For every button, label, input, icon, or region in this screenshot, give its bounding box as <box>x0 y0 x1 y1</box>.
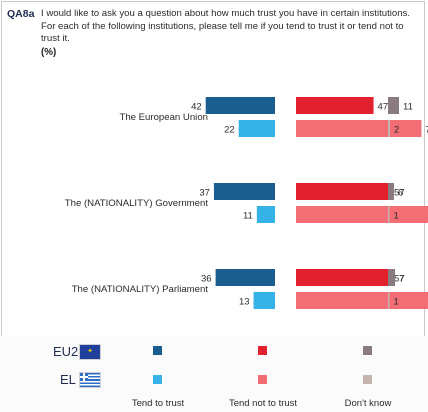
value-label-el-trust: 22 <box>224 125 235 136</box>
value-label-eu28-not-trust: 47 <box>378 102 389 113</box>
value-label-el-not-trust: 76 <box>425 125 428 136</box>
value-label-eu28-trust: 42 <box>191 102 202 113</box>
value-label-eu28-dont-know: 11 <box>403 102 413 113</box>
value-label-eu28-trust: 37 <box>199 188 210 199</box>
value-label-el-trust: 11 <box>243 211 253 222</box>
value-label-eu28-not-trust: 57 <box>394 188 405 199</box>
bar-el-dont-know <box>388 120 390 137</box>
bar-el-trust <box>256 206 275 223</box>
legend-label-not-trust: Tend not to trust <box>228 398 298 409</box>
legend-row-el: EL <box>60 372 76 387</box>
question-text: I would like to ask you a question about… <box>41 8 411 44</box>
value-label-eu28-dont-know: 7 <box>399 274 404 285</box>
swatch-eu28-dont-know <box>363 346 372 355</box>
value-label-eu28-trust: 36 <box>201 274 212 285</box>
value-label-el-dont-know: 1 <box>394 211 399 222</box>
swatch-eu28-not-trust <box>258 346 267 355</box>
bar-el-not-trust <box>296 206 428 223</box>
swatch-eu28-trust <box>153 346 162 355</box>
value-label-eu28-dont-know: 6 <box>398 188 403 199</box>
value-label-el-dont-know: 1 <box>394 297 399 308</box>
category-label: The (NATIONALITY) Parliament <box>72 284 209 295</box>
bar-eu28-not-trust <box>296 97 374 114</box>
bar-eu28-trust <box>205 97 275 114</box>
bar-eu28-dont-know <box>388 183 394 200</box>
bar-el-not-trust <box>296 120 422 137</box>
bar-el-trust <box>238 120 275 137</box>
swatch-el-trust <box>153 375 162 384</box>
bar-eu28-dont-know <box>388 97 399 114</box>
legend <box>0 336 428 412</box>
bar-eu28-not-trust <box>296 183 391 200</box>
question-code: QA8a <box>7 8 35 20</box>
swatch-el-not-trust <box>258 375 267 384</box>
eu-flag-icon: ✦ <box>79 344 101 360</box>
bar-el-not-trust <box>296 292 428 309</box>
value-label-el-trust: 13 <box>239 297 250 308</box>
legend-label-trust: Tend to trust <box>131 398 185 409</box>
bar-el-dont-know <box>388 206 390 223</box>
category-label: The (NATIONALITY) Government <box>65 198 209 209</box>
bar-chart: The European Union42471122762The (NATION… <box>65 97 428 309</box>
legend-row-eu28: EU28 <box>53 344 86 359</box>
category-label: The European Union <box>119 112 208 123</box>
bar-el-dont-know <box>388 292 390 309</box>
value-label-eu28-not-trust: 57 <box>394 274 405 285</box>
bar-eu28-trust <box>213 183 275 200</box>
bar-eu28-dont-know <box>388 269 395 286</box>
greece-flag-icon <box>79 372 101 388</box>
bar-eu28-trust <box>215 269 275 286</box>
bar-eu28-not-trust <box>296 269 391 286</box>
swatch-el-dont-know <box>363 375 372 384</box>
bar-el-trust <box>253 292 275 309</box>
unit-label: (%) <box>41 47 57 58</box>
legend-label-dont-know: Don't know <box>344 398 392 409</box>
value-label-el-dont-know: 2 <box>394 125 399 136</box>
